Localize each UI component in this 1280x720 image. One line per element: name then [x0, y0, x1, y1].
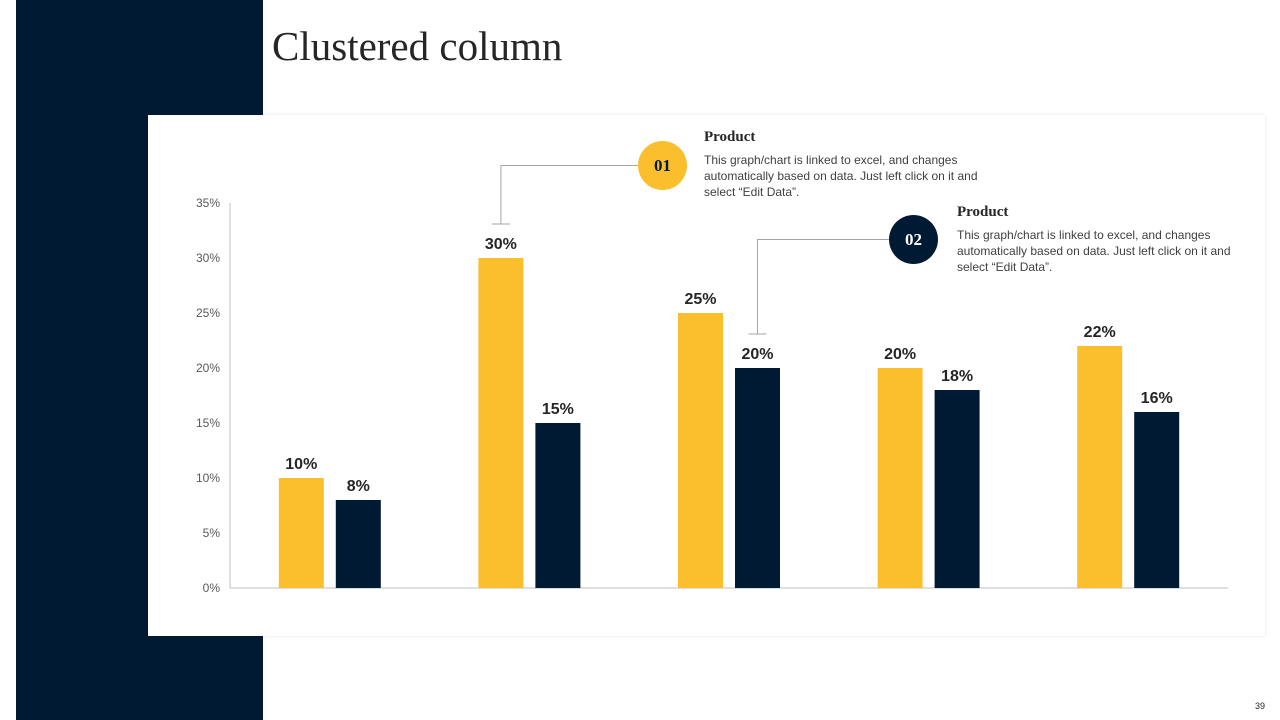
data-label: 25%	[684, 291, 716, 308]
page-number: 39	[1254, 701, 1265, 711]
data-label: 18%	[941, 368, 973, 385]
data-label: 8%	[347, 478, 370, 495]
bar-series-2	[1134, 412, 1180, 588]
bar-series-2	[535, 423, 581, 588]
connector-line	[500, 165, 638, 224]
callout-title: Product	[957, 204, 1009, 220]
data-label: 22%	[1084, 324, 1116, 341]
connector-line	[757, 239, 889, 334]
y-tick-label: 35%	[196, 196, 220, 210]
bar-series-2	[335, 500, 381, 588]
callout-badge-02: 02	[889, 215, 938, 264]
callout-text: This graph/chart is linked to excel, and…	[957, 228, 1231, 274]
data-label: 20%	[741, 346, 773, 363]
callout-02: Product This graph/chart is linked to ex…	[957, 204, 1247, 275]
data-label: 20%	[884, 346, 916, 363]
y-tick-label: 5%	[203, 526, 221, 540]
chart-card: 0% 5% 10% 15% 20% 25% 30% 35% 10% 30% 25% 20% 22% 8%…	[148, 115, 1265, 636]
axes: 0% 5% 10% 15% 20% 25% 30% 35%	[196, 196, 1228, 595]
data-label: 16%	[1141, 390, 1173, 407]
bar-series-1	[1077, 346, 1123, 588]
data-label: 30%	[485, 236, 517, 253]
callout-01: Product This graph/chart is linked to ex…	[704, 129, 994, 200]
y-tick-label: 25%	[196, 306, 220, 320]
bar-series-1	[877, 368, 923, 588]
callout-badge-01: 01	[638, 141, 687, 190]
data-label: 15%	[542, 401, 574, 418]
y-tick-label: 20%	[196, 361, 220, 375]
callout-title: Product	[704, 129, 756, 145]
data-label: 10%	[285, 456, 317, 473]
bar-series-2	[735, 368, 780, 588]
bar-series-1	[678, 313, 723, 588]
bar-series-2	[934, 390, 980, 588]
data-labels: 10% 30% 25% 20% 22% 8% 15% 20% 18% 16%	[285, 236, 1172, 495]
bars	[278, 258, 1180, 588]
callout-text: This graph/chart is linked to excel, and…	[704, 153, 978, 199]
y-tick-label: 10%	[196, 471, 220, 485]
callout-connectors	[491, 165, 889, 335]
bar-series-1	[478, 258, 524, 588]
y-tick-label: 30%	[196, 251, 220, 265]
clustered-column-chart: 0% 5% 10% 15% 20% 25% 30% 35% 10% 30% 25% 20% 22% 8%…	[196, 165, 1228, 595]
bar-series-1	[278, 478, 324, 588]
slide-title: Clustered column	[272, 23, 563, 69]
y-tick-label: 0%	[203, 581, 221, 595]
y-tick-label: 15%	[196, 416, 220, 430]
